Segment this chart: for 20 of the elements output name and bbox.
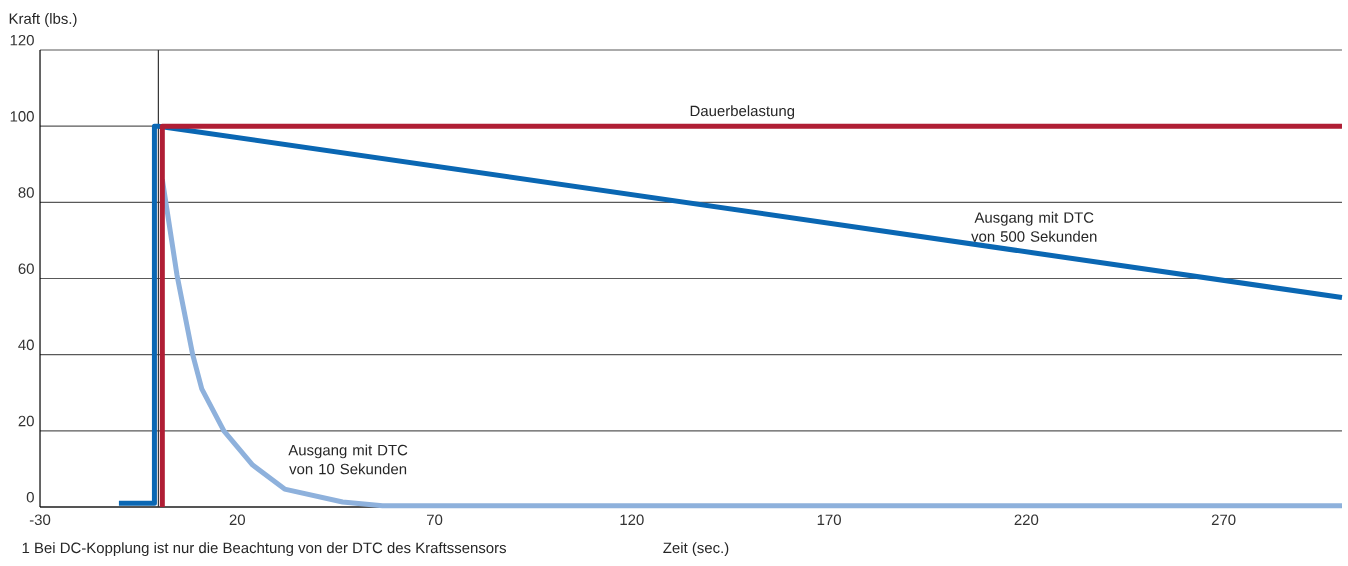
x-tick-label: 220 xyxy=(1014,514,1039,526)
x-tick-label: 270 xyxy=(1211,514,1236,526)
x-tick-label: 120 xyxy=(620,514,644,526)
x-tick-label: -30 xyxy=(29,514,51,526)
y-tick-label: 100 xyxy=(10,111,34,122)
y-axis-title: Kraft (lbs.) xyxy=(9,13,77,27)
y-tick-label: 80 xyxy=(18,187,34,198)
x-tick-label: 70 xyxy=(427,514,443,526)
x-axis-title: Zeit (sec.) xyxy=(663,542,729,557)
x-tick-label: 20 xyxy=(229,514,245,526)
y-tick-label: 0 xyxy=(26,491,34,503)
text: 1 Bei DC-Kopplung ist nur die Beachtung von der DTC des Kraftssensors xyxy=(22,542,506,557)
series-label: Dauerbelastung xyxy=(690,105,795,120)
y-tick-label: 20 xyxy=(18,415,34,427)
series-label: Ausgang mit DTC von 10 Sekunden xyxy=(288,444,408,475)
y-tick-label: 60 xyxy=(18,263,34,274)
y-tick-label: 40 xyxy=(18,339,34,351)
x-tick-label: 170 xyxy=(817,514,841,526)
y-tick-label: 120 xyxy=(10,34,34,46)
series-label: Ausgang mit DTC von 500 Sekunden xyxy=(971,211,1097,242)
